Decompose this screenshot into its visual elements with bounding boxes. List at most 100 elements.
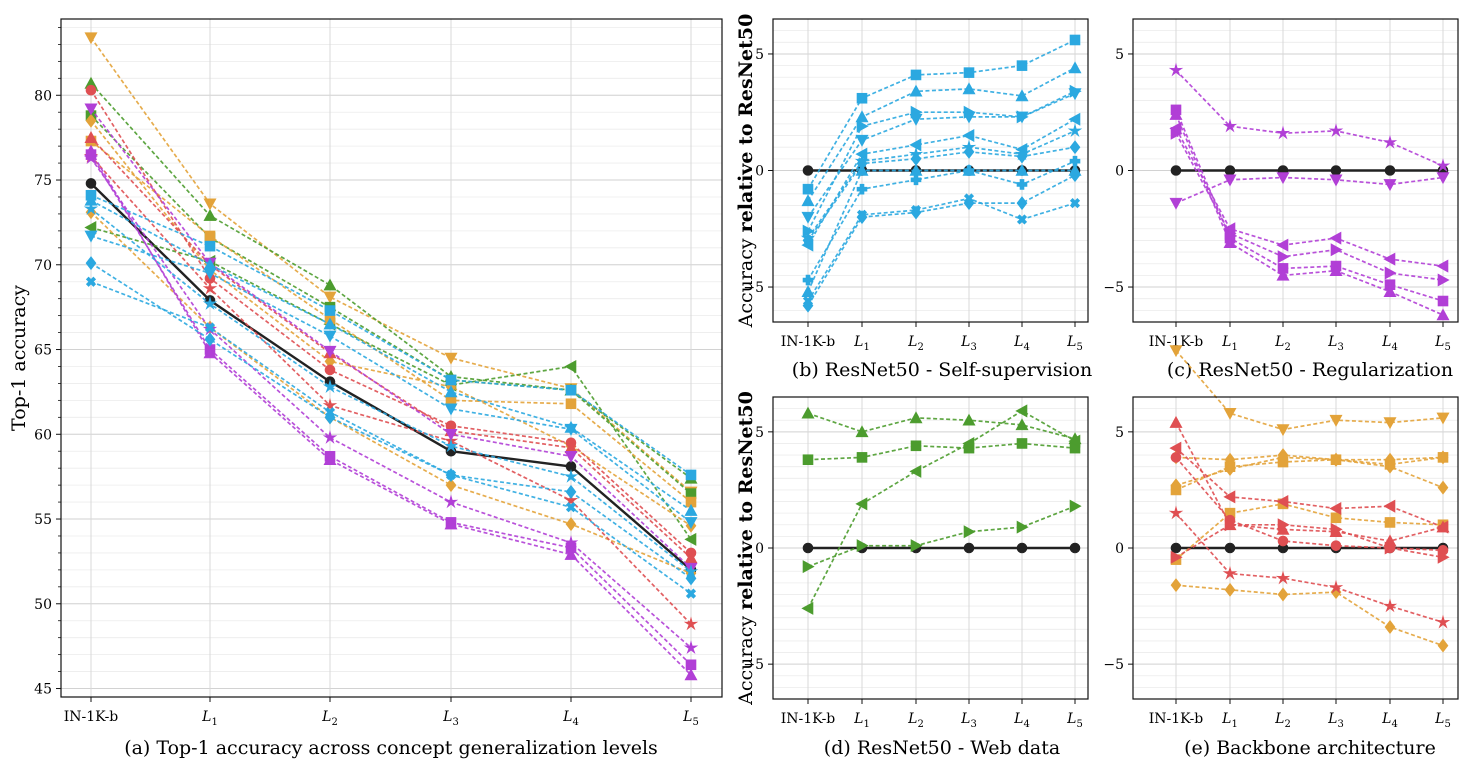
data-point	[856, 539, 869, 553]
data-point	[1437, 550, 1450, 564]
data-point	[445, 374, 457, 386]
series-line	[90, 120, 692, 527]
data-point	[1384, 517, 1396, 528]
data-point	[564, 359, 577, 373]
series-line	[807, 146, 1076, 241]
data-point	[1016, 60, 1028, 71]
data-point	[801, 285, 815, 298]
data-point	[1329, 414, 1343, 427]
data-point	[1015, 163, 1029, 176]
data-point	[1224, 165, 1236, 176]
data-point	[443, 494, 459, 509]
data-point	[683, 640, 699, 654]
series-line	[807, 160, 1076, 281]
data-point	[855, 425, 869, 438]
data-point	[910, 539, 923, 553]
y-tick-label: 60	[34, 427, 52, 443]
y-tick-label: 5	[755, 47, 764, 63]
data-point	[1223, 222, 1236, 236]
series-line	[90, 280, 692, 595]
series-line	[90, 208, 692, 573]
x-tick-label: L2	[1274, 711, 1291, 730]
series-line	[807, 174, 1076, 307]
data-point	[910, 440, 922, 452]
chart-caption: (a) Top-1 accuracy across concept genera…	[124, 737, 658, 759]
data-point	[1383, 285, 1397, 298]
series-cyan-tri_right	[802, 84, 1082, 238]
data-point	[323, 317, 337, 330]
data-point	[202, 280, 218, 295]
series-green-tri_up	[84, 76, 698, 484]
data-point	[1275, 125, 1291, 140]
y-axis-label: Accuracy relative to ResNet50	[735, 391, 757, 706]
series-line	[807, 197, 1076, 302]
data-point	[85, 256, 97, 271]
series-line	[90, 194, 692, 476]
chart-caption: (c) ResNet50 - Regularization	[1167, 359, 1453, 381]
data-point	[1068, 88, 1082, 101]
data-point	[444, 517, 458, 530]
data-point	[322, 379, 338, 393]
data-point	[1015, 404, 1028, 418]
data-point	[1330, 243, 1343, 257]
data-point	[1277, 518, 1290, 532]
series-cyan-x	[802, 193, 1081, 307]
data-point	[565, 484, 577, 499]
series-line	[807, 169, 1075, 293]
data-point	[203, 267, 217, 280]
data-point	[802, 165, 814, 176]
data-point	[684, 668, 698, 681]
x-tick-label: L3	[960, 711, 977, 730]
data-point	[84, 103, 98, 116]
series-line	[1175, 503, 1444, 561]
series-line	[90, 154, 692, 666]
data-point	[444, 385, 458, 398]
data-point	[323, 330, 337, 343]
data-point	[1170, 452, 1182, 463]
data-point	[856, 92, 868, 104]
data-point	[323, 291, 337, 304]
data-point	[1223, 490, 1236, 504]
y-tick-label: 45	[34, 682, 52, 698]
x-tick-label: L3	[1327, 711, 1344, 730]
data-point	[1169, 441, 1182, 455]
data-point	[685, 588, 697, 599]
chart-panel-a: 45 50 55 60 65 70 75 80 IN-1K-b L1 L2 L3 L4 L5 (a) Top…	[8, 18, 723, 759]
series-cyan-tri_down	[84, 230, 698, 530]
data-point	[962, 436, 975, 450]
series-green-tri_up	[801, 406, 1082, 445]
series-red-star	[83, 148, 699, 631]
data-point	[1329, 174, 1343, 187]
series-purple-tri_left	[1169, 122, 1449, 273]
data-point	[963, 196, 975, 211]
data-point	[1276, 495, 1289, 509]
series-line	[1175, 69, 1444, 167]
x-tick-label: L2	[1274, 334, 1291, 353]
data-point	[909, 163, 923, 176]
data-point	[85, 84, 97, 96]
series-purple-star	[1168, 62, 1451, 172]
series-red-tri_right	[1170, 518, 1450, 564]
data-point	[445, 467, 457, 482]
series-line	[90, 140, 692, 503]
series-line	[1175, 456, 1444, 491]
data-point	[684, 532, 697, 546]
data-point	[1068, 163, 1082, 176]
data-point	[1277, 535, 1289, 547]
y-tick-label: 0	[755, 164, 764, 180]
x-tick-label: L5	[682, 709, 699, 728]
data-point	[1016, 438, 1028, 449]
series-line	[1175, 114, 1444, 316]
data-point	[1169, 197, 1183, 210]
series-line	[1175, 422, 1444, 542]
data-point	[1069, 155, 1081, 167]
data-point	[1168, 505, 1184, 520]
data-point	[1224, 462, 1236, 477]
data-point	[1330, 165, 1342, 176]
data-point	[564, 423, 578, 436]
data-point	[1068, 434, 1081, 448]
data-point	[1436, 259, 1449, 273]
x-tick-label: L1	[853, 711, 870, 730]
x-tick-label: IN-1K-b	[781, 711, 836, 727]
data-point	[1276, 268, 1290, 281]
